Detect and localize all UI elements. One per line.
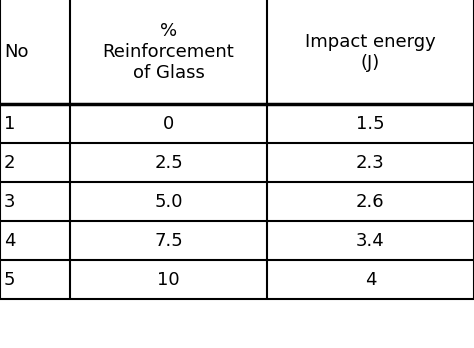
Text: 1: 1 xyxy=(4,115,15,133)
Text: %
Reinforcement
of Glass: % Reinforcement of Glass xyxy=(103,22,234,82)
Text: Impact energy
(J): Impact energy (J) xyxy=(305,33,436,72)
Text: 3.4: 3.4 xyxy=(356,232,385,250)
Text: 0: 0 xyxy=(163,115,174,133)
Text: 2.5: 2.5 xyxy=(154,154,183,172)
Text: 10: 10 xyxy=(157,271,180,289)
Text: 2.6: 2.6 xyxy=(356,193,385,211)
Text: 7.5: 7.5 xyxy=(154,232,183,250)
Text: 5.0: 5.0 xyxy=(154,193,183,211)
Text: 4: 4 xyxy=(365,271,376,289)
Text: 3: 3 xyxy=(4,193,15,211)
Text: 2: 2 xyxy=(4,154,15,172)
Text: 4: 4 xyxy=(4,232,15,250)
Text: 2.3: 2.3 xyxy=(356,154,385,172)
Text: 5: 5 xyxy=(4,271,15,289)
Text: No: No xyxy=(4,43,28,61)
Text: 1.5: 1.5 xyxy=(356,115,385,133)
